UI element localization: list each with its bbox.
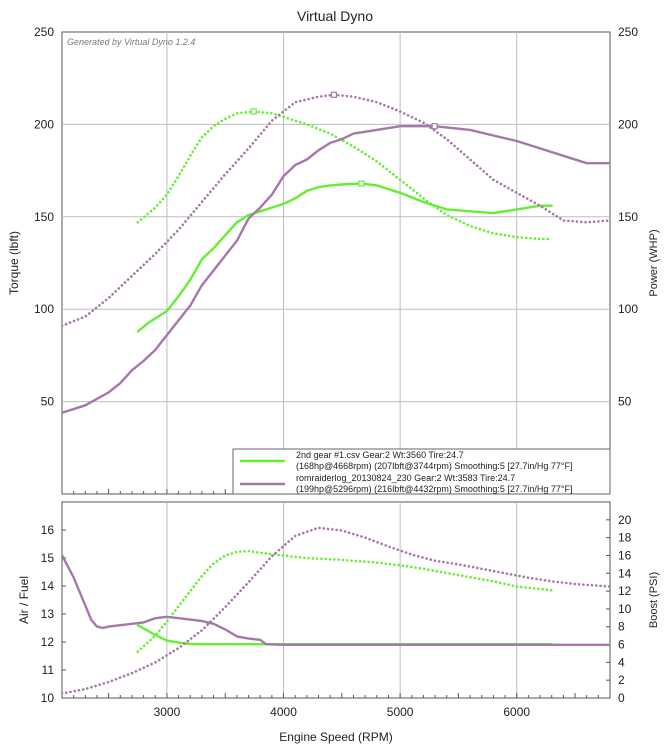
x-tick-label: 3000	[154, 705, 181, 719]
boost-axis-title: Boost (PSI)	[648, 572, 660, 628]
bottom-y-tick-label: 15	[41, 551, 55, 565]
bottom-gridlines	[62, 502, 611, 699]
torque-axis-title: Torque (lbft)	[7, 231, 21, 295]
legend-run1-line2: (168hp@4668rpm) (207lbft@3744rpm) Smooth…	[296, 461, 573, 471]
legend-run2-line1: romraiderlog_20130824_230 Gear:2 Wt:3583…	[296, 473, 515, 483]
series-romraiderlog-20130824-230-boost	[62, 526, 610, 695]
afr-boost-panel: 10 11 12 13 14 15 16 0 2 4 6 8 10 12 14 16 18 20 3000 4000 5…	[17, 501, 660, 744]
bottom-y2-tick-label: 2	[618, 673, 625, 687]
bottom-y-tick-label: 16	[41, 523, 55, 537]
x-tick-label: 6000	[503, 705, 530, 719]
bottom-y2-tick-label: 14	[618, 566, 632, 580]
generated-by-label: Generated by Virtual Dyno 1.2.4	[67, 37, 195, 47]
bottom-y2-tick-label: 20	[618, 513, 632, 527]
series-2nd-gear-1-csv-power	[136, 182, 553, 333]
top-y-tick-label: 50	[41, 395, 55, 409]
legend-run2-line2: (199hp@5296rpm) (216lbft@4432rpm) Smooth…	[296, 484, 573, 494]
series-romraiderlog-20130824-230-air-fuel	[62, 554, 610, 646]
peak-markers	[250, 91, 438, 187]
bottom-y2-tick-label: 16	[618, 548, 632, 562]
top-y2-tick-label: 250	[618, 25, 638, 39]
bottom-y-tick-label: 13	[41, 607, 55, 621]
bottom-y2-tick-label: 0	[618, 691, 625, 705]
top-plot-frame	[61, 31, 611, 495]
bottom-y-tick-label: 10	[41, 691, 55, 705]
bottom-y2-tick-label: 18	[618, 531, 632, 545]
bottom-y-tick-label: 11	[42, 663, 55, 677]
power-axis-title: Power (WHP)	[648, 229, 660, 296]
peak-marker	[358, 180, 365, 187]
x-tick-label: 5000	[387, 705, 414, 719]
legend: 2nd gear #1.csv Gear:2 Wt:3560 Tire:24.7…	[232, 448, 611, 495]
series-romraiderlog-20130824-230-power	[62, 124, 610, 414]
bottom-y2-tick-label: 10	[618, 602, 632, 616]
peak-marker	[431, 123, 438, 130]
top-y2-tick-label: 50	[618, 395, 632, 409]
top-y-tick-label: 100	[34, 302, 54, 316]
rpm-axis-title: Engine Speed (RPM)	[279, 730, 392, 744]
bottom-y-tick-label: 14	[41, 579, 55, 593]
bottom-y2-tick-label: 6	[618, 638, 625, 652]
top-y-tick-label: 250	[34, 25, 54, 39]
bottom-y2-tick-label: 12	[618, 584, 632, 598]
bottom-y2-tick-label: 8	[618, 620, 625, 634]
legend-box	[232, 448, 611, 495]
peak-marker	[250, 108, 257, 115]
x-tick-label: 4000	[270, 705, 297, 719]
bottom-series	[62, 526, 610, 695]
chart-title: Virtual Dyno	[297, 8, 373, 24]
bottom-y2-tick-label: 4	[618, 655, 625, 669]
top-y2-tick-label: 200	[618, 117, 638, 131]
bottom-plot-frame	[61, 501, 611, 699]
air-fuel-axis-title: Air / Fuel	[17, 576, 31, 624]
top-y2-tick-label: 150	[618, 210, 638, 224]
top-y2-tick-label: 100	[618, 302, 638, 316]
bottom-y-tick-label: 12	[41, 635, 55, 649]
peak-marker	[330, 91, 338, 98]
torque-power-panel: 50 100 150 200 250 50 100 150 200 250 Generated b…	[7, 25, 660, 495]
legend-run1-line1: 2nd gear #1.csv Gear:2 Wt:3560 Tire:24.7	[296, 450, 464, 460]
series-2nd-gear-1-csv-boost	[136, 549, 554, 654]
top-y-tick-label: 200	[34, 117, 54, 131]
top-tick-labels: 50 100 150 200 250 50 100 150 200 250	[34, 25, 638, 409]
top-y-tick-label: 150	[34, 210, 54, 224]
series-2nd-gear-1-csv-torque	[136, 110, 554, 241]
bottom-tick-labels: 10 11 12 13 14 15 16 0 2 4 6 8 10 12 14 16 18 20 3000 4000 5…	[41, 513, 632, 719]
